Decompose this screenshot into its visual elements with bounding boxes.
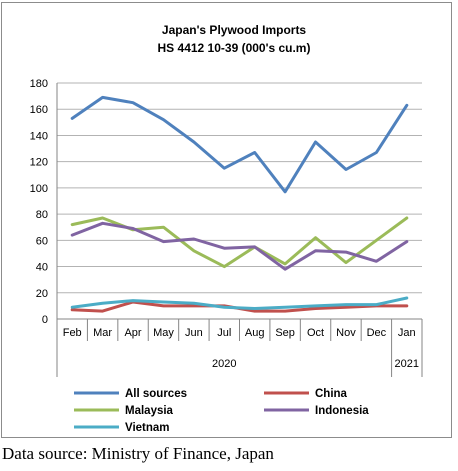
series-lines	[70, 95, 409, 313]
x-tick-label: Nov	[336, 327, 356, 339]
series-line-vietnam	[70, 296, 409, 310]
series-line-all-sources	[70, 95, 409, 194]
legend-label: Indonesia	[315, 405, 369, 417]
x-tick-label: Dec	[367, 327, 387, 339]
source-note: Data source: Ministry of Finance, Japan	[2, 444, 274, 463]
legend-label: Vietnam	[125, 422, 170, 434]
x-tick-label: Sep	[275, 327, 295, 339]
y-tick-label: 0	[42, 314, 48, 326]
y-tick-label: 120	[30, 157, 48, 169]
chart-subtitle: HS 4412 10-39 (000's cu.m)	[158, 41, 311, 55]
legend-item: Vietnam	[74, 422, 170, 434]
x-tick-label: Jul	[217, 327, 231, 339]
gridlines	[57, 82, 422, 320]
legend-label: China	[315, 388, 348, 400]
x-tick-label: Oct	[307, 327, 324, 339]
series-line-indonesia	[70, 221, 409, 271]
x-tick-label: Apr	[124, 327, 141, 339]
line-chart: Japan's Plywood Imports HS 4412 10-39 (0…	[30, 23, 423, 434]
x-tick-label: Feb	[63, 327, 82, 339]
y-tick-label: 20	[36, 288, 48, 300]
y-tick-label: 180	[30, 78, 48, 90]
x-tick-label: Jan	[398, 327, 416, 339]
legend-item: Indonesia	[264, 405, 369, 417]
y-tick-label: 100	[30, 183, 48, 195]
y-tick-label: 60	[36, 235, 48, 247]
legend-item: China	[264, 388, 348, 400]
legend-label: All sources	[125, 388, 187, 400]
axes: 0 20 40 60 80 100 120 140 160 180 Feb Mar Apr May Jun J…	[30, 78, 423, 377]
legend-item: Malaysia	[74, 405, 174, 417]
legend-label: Malaysia	[125, 405, 174, 417]
year-label: 2020	[212, 358, 236, 370]
y-tick-label: 140	[30, 130, 48, 142]
legend-item: All sources	[74, 388, 187, 400]
legend: All sources China Malaysia Indonesia Vietnam	[74, 388, 369, 434]
x-tick-label: Mar	[93, 327, 112, 339]
y-tick-label: 160	[30, 104, 48, 116]
y-tick-label: 40	[36, 262, 48, 274]
y-tick-label: 80	[36, 209, 48, 221]
chart-title: Japan's Plywood Imports	[162, 23, 307, 37]
x-tick-label: May	[153, 327, 174, 339]
x-tick-label: Aug	[245, 327, 265, 339]
year-label: 2021	[395, 358, 419, 370]
x-tick-label: Jun	[185, 327, 203, 339]
chart-frame: Japan's Plywood Imports HS 4412 10-39 (0…	[1, 2, 452, 438]
